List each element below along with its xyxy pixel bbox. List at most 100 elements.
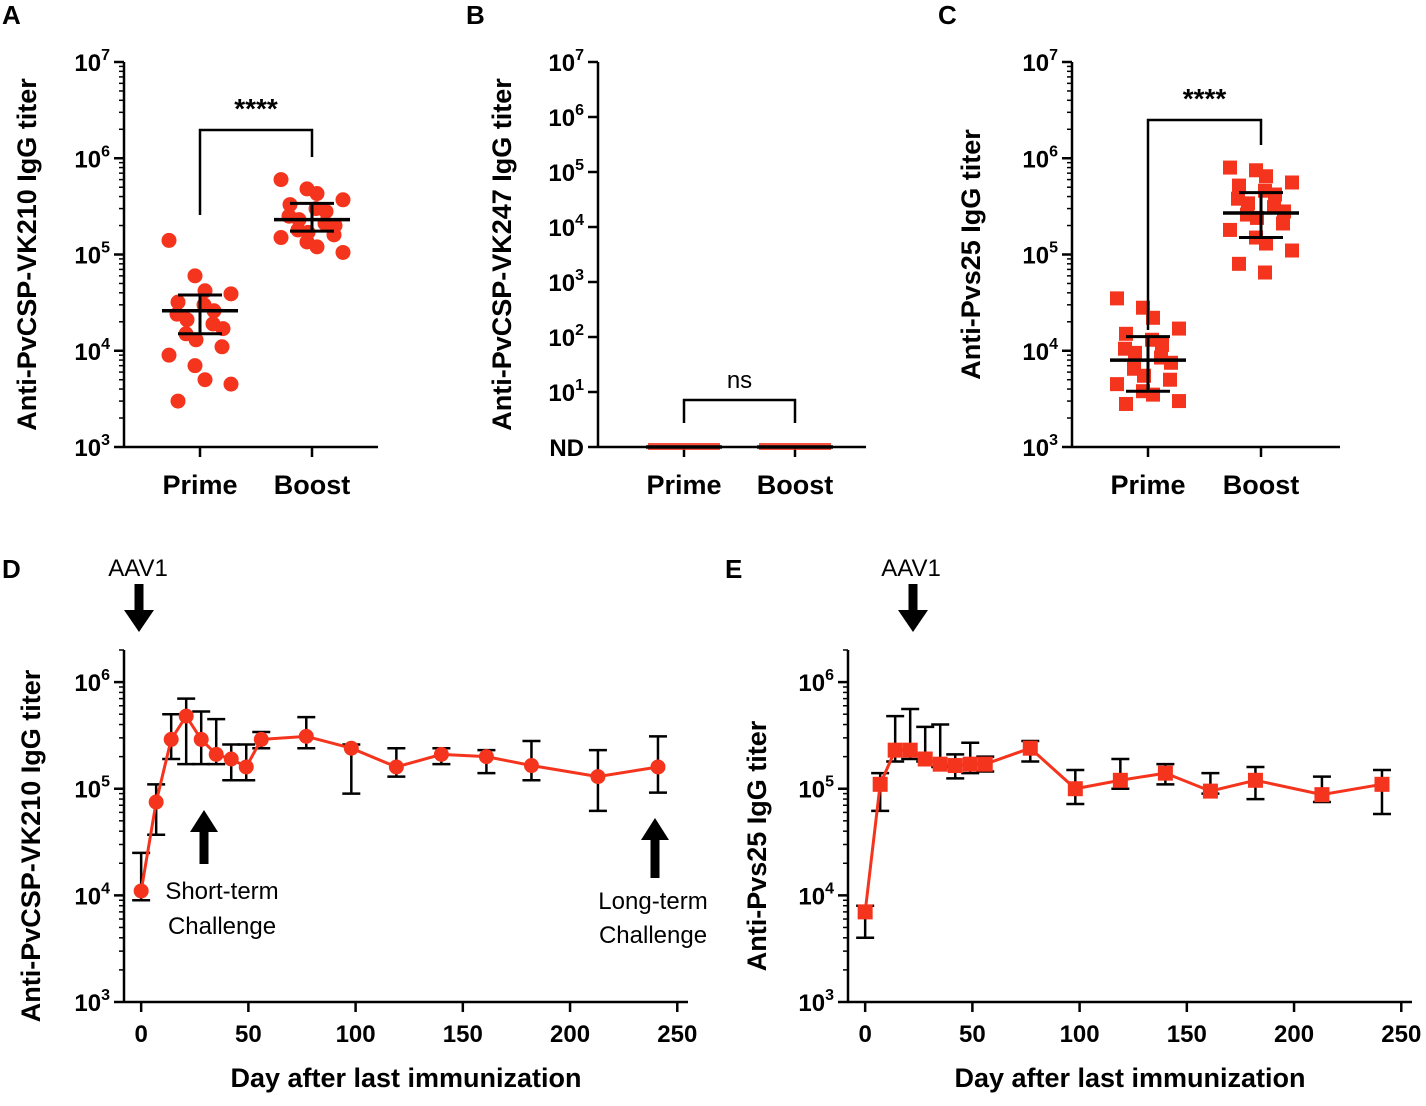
data-point	[161, 347, 177, 363]
y-tick-label: 107	[1022, 47, 1058, 77]
y-tick-exponent: 5	[825, 774, 834, 791]
y-tick-exponent: 3	[101, 987, 110, 1004]
data-point	[187, 268, 203, 284]
y-tick-base: 10	[548, 325, 575, 352]
data-point	[650, 759, 666, 775]
y-tick-label: 106	[798, 667, 834, 697]
data-point	[1119, 396, 1133, 411]
y-tick-label: 101	[548, 377, 584, 407]
y-tick-base: 10	[548, 380, 575, 407]
y-tick-base: 10	[74, 146, 101, 173]
y-tick-label: 104	[74, 336, 110, 366]
data-point	[223, 376, 239, 392]
y-tick-exponent: 2	[575, 322, 584, 339]
data-point	[187, 358, 203, 374]
data-point	[238, 759, 254, 775]
y-tick-base: 10	[74, 883, 101, 910]
long-term-arrow-head	[641, 818, 669, 840]
data-point	[1164, 355, 1178, 370]
y-tick-exponent: 1	[575, 377, 584, 394]
data-point	[1172, 321, 1186, 336]
y-axis-title: Anti-Pvs25 IgG titer	[742, 720, 772, 971]
y-tick-label: 106	[74, 143, 110, 173]
y-tick-label: 105	[1022, 240, 1058, 270]
data-point	[1067, 781, 1083, 797]
y-tick-base: 10	[798, 777, 825, 804]
significance-bracket	[198, 128, 314, 215]
y-tick-base: ND	[549, 435, 584, 462]
data-point	[977, 756, 993, 772]
data-point	[309, 239, 325, 255]
long-term-label-line2: Challenge	[599, 922, 707, 949]
long-term-label-line1: Long-term	[598, 888, 707, 915]
aav1-arrow-head	[124, 610, 154, 632]
data-point	[1022, 740, 1038, 756]
y-tick-base: 10	[1022, 435, 1049, 462]
data-point	[1314, 787, 1330, 803]
y-tick-exponent: 7	[1049, 47, 1058, 64]
data-point	[1268, 187, 1282, 202]
data-point	[163, 731, 179, 747]
data-point	[1259, 236, 1273, 251]
y-tick-exponent: 3	[1049, 432, 1058, 449]
significance-label: ****	[1183, 83, 1227, 114]
panel-letter-c: C	[938, 0, 957, 30]
y-axis-title: Anti-PvCSP-VK247 IgG titer	[487, 78, 517, 431]
data-point	[388, 759, 404, 775]
data-point	[197, 372, 213, 388]
data-point	[1112, 772, 1128, 788]
y-tick-label: 104	[548, 212, 584, 242]
y-tick-label: 107	[548, 47, 584, 77]
y-tick-exponent: 6	[575, 102, 584, 119]
x-axis-title: Day after last immunization	[230, 1063, 581, 1093]
data-point	[1128, 345, 1142, 360]
x-category-label: Boost	[274, 470, 351, 500]
y-tick-label: 104	[74, 880, 110, 910]
data-point	[1232, 178, 1246, 193]
data-point	[298, 728, 314, 744]
short-term-label-line2: Challenge	[168, 913, 276, 940]
y-tick-base: 10	[74, 990, 101, 1017]
x-tick-label: 200	[550, 1021, 590, 1048]
x-tick-label: 200	[1274, 1021, 1314, 1048]
data-point	[1163, 372, 1177, 387]
data-point	[273, 230, 289, 246]
data-point	[1223, 160, 1237, 175]
x-tick-label: 250	[1381, 1021, 1421, 1048]
y-tick-base: 10	[74, 670, 101, 697]
significance-label: ****	[234, 93, 278, 124]
significance-bracket	[1146, 118, 1263, 330]
y-tick-base: 10	[798, 883, 825, 910]
data-point	[917, 751, 933, 767]
y-axis-title: Anti-PvCSP-VK210 IgG titer	[16, 669, 46, 1022]
y-tick-label: 105	[74, 774, 110, 804]
data-point	[1146, 310, 1160, 325]
aav1-label: AAV1	[881, 555, 941, 582]
data-point	[932, 756, 948, 772]
y-tick-exponent: 6	[1049, 143, 1058, 160]
data-point	[1110, 291, 1124, 306]
data-point	[253, 731, 269, 747]
data-point	[1285, 175, 1299, 190]
data-point	[343, 740, 359, 756]
panel-letter-a: A	[2, 0, 21, 30]
y-tick-label: 106	[74, 667, 110, 697]
y-tick-exponent: 7	[101, 47, 110, 64]
data-point	[170, 393, 186, 409]
y-tick-label: 103	[1022, 432, 1058, 462]
y-tick-base: 10	[798, 990, 825, 1017]
data-point	[1119, 326, 1133, 341]
series-line	[139, 713, 659, 892]
x-tick-label: 150	[443, 1021, 483, 1048]
y-tick-base: 10	[74, 339, 101, 366]
data-point	[170, 294, 186, 310]
y-tick-exponent: 7	[575, 47, 584, 64]
y-tick-exponent: 6	[101, 667, 110, 684]
y-tick-label: 104	[798, 880, 834, 910]
y-axis-title: Anti-Pvs25 IgG titer	[956, 129, 986, 380]
data-point	[947, 758, 963, 774]
y-tick-exponent: 4	[1049, 336, 1058, 353]
